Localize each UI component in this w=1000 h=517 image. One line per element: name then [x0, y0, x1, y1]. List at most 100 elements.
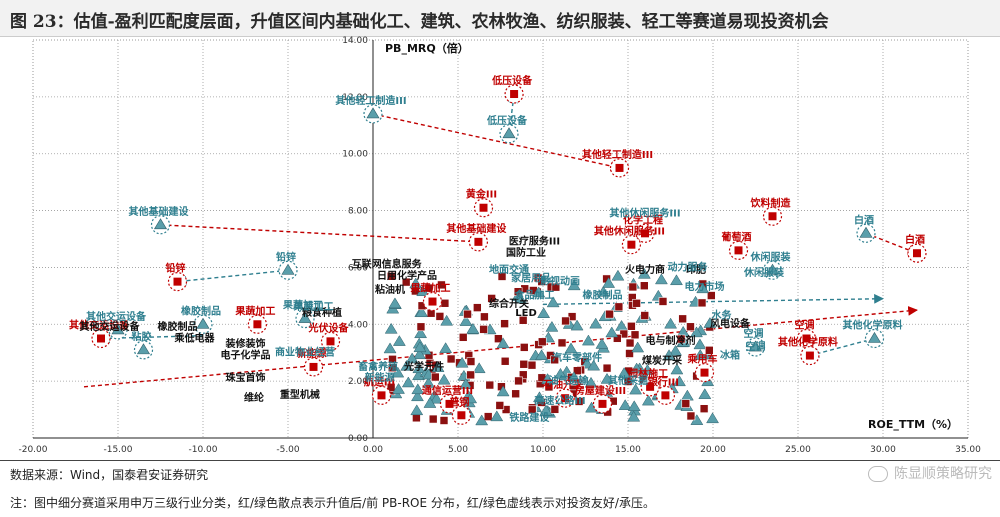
cluster-label: 商业物业经营 — [275, 346, 335, 359]
teal-point — [153, 218, 168, 230]
cluster-square — [386, 272, 396, 281]
cluster-label: 果蔬加工 — [293, 300, 334, 313]
cluster-triangle — [567, 371, 581, 383]
trend-arrow — [372, 113, 621, 171]
point-layer — [91, 84, 927, 426]
cluster-triangle — [539, 404, 553, 416]
x-tick-label: -10.00 — [188, 445, 217, 455]
point-label: 其他化学原料 — [778, 336, 838, 349]
red-point — [627, 240, 636, 249]
point-label: 其他交运设备 — [86, 310, 147, 323]
cluster-triangle — [464, 392, 478, 404]
cluster-square — [550, 355, 559, 365]
cluster-label: 其他交运设备 — [80, 320, 141, 333]
title-bar: 图 23：估值-盈利匹配度层面，升值区间内基础化工、建筑、农林牧渔、纺织服装、轻… — [0, 0, 1000, 37]
red-point — [253, 320, 262, 329]
cluster-square — [658, 297, 668, 306]
cluster-triangle — [670, 363, 684, 375]
cluster-square — [497, 272, 507, 281]
point-label: 其他化学原料 — [843, 319, 903, 332]
cluster-triangle — [537, 307, 551, 319]
teal-point — [502, 127, 516, 139]
cluster-label: 电子化学品 — [221, 348, 271, 361]
point-label: 果蔬加工 — [282, 299, 323, 312]
cluster-label: 互联网信息服务 — [352, 257, 423, 270]
y-tick-label: 12.00 — [342, 93, 368, 103]
point-label: 其他休闲服务III — [594, 225, 665, 238]
cluster-label: 畜禽养殖 — [358, 360, 398, 373]
point-label: 其他轻工制造III — [582, 148, 653, 161]
cluster-triangle — [437, 373, 451, 385]
cluster-triangle — [459, 315, 473, 326]
cluster-triangle — [611, 269, 625, 281]
red-point — [309, 362, 318, 371]
cluster-square — [527, 360, 537, 370]
cluster-square — [676, 334, 686, 344]
cluster-label: 电与制冷剂 — [646, 334, 696, 347]
cluster-label: 其他采掘 — [608, 374, 648, 387]
red-point — [457, 411, 466, 420]
point-label: 粘胶 — [132, 330, 152, 343]
cluster-triangle — [662, 349, 676, 360]
cluster-square — [551, 282, 561, 292]
plot-frame — [32, 39, 969, 439]
cluster-triangle — [641, 394, 655, 406]
x-tick-label: 20.00 — [700, 445, 726, 455]
cluster-triangle — [405, 352, 419, 364]
cluster-square — [625, 338, 635, 348]
teal-point — [111, 323, 125, 335]
cluster-triangle — [615, 319, 629, 331]
red-point — [700, 368, 709, 377]
cluster-label: 日用化学产品 — [377, 269, 437, 282]
cluster-triangle — [415, 306, 429, 318]
point-label: 空调 — [744, 327, 764, 340]
trend-arrow — [865, 232, 918, 255]
red-point — [474, 237, 483, 246]
cluster-square — [527, 405, 537, 415]
cluster-triangle — [496, 385, 510, 397]
cluster-square — [678, 314, 687, 324]
cluster-triangle — [618, 399, 632, 410]
point-label: 其他基础建设 — [446, 222, 506, 235]
cluster-square — [561, 316, 570, 326]
cluster-label: 粮食种植 — [302, 306, 342, 319]
red-point — [615, 163, 624, 172]
x-tick-label: 35.00 — [955, 445, 981, 455]
cluster-triangle — [696, 282, 710, 294]
cluster-triangle — [409, 277, 423, 289]
cluster-triangle — [392, 383, 405, 394]
x-tick-label: 30.00 — [870, 445, 896, 455]
cluster-square — [386, 383, 396, 392]
cluster-square — [697, 298, 707, 308]
cluster-label: 食品加工 — [514, 289, 555, 302]
cluster-square — [639, 281, 649, 291]
cluster-triangle — [439, 342, 453, 353]
point-label: 石油开采 — [542, 378, 583, 391]
point-label: 其他基础建设 — [129, 205, 189, 218]
cluster-square — [480, 312, 489, 322]
cluster-square — [574, 397, 584, 406]
cluster-triangle — [414, 327, 428, 339]
red-point — [641, 229, 649, 238]
x-tick-label: 0.00 — [363, 445, 383, 455]
point-label: 低压设备 — [486, 114, 528, 127]
x-tick-label: -20.00 — [18, 445, 47, 455]
red-point — [561, 394, 570, 403]
cluster-triangle — [535, 349, 549, 361]
cluster-triangle — [422, 376, 435, 388]
y-axis-title: PB_MRQ（倍） — [385, 41, 469, 55]
cluster-square — [699, 404, 709, 413]
cluster-triangle — [670, 274, 683, 286]
x-tick-label: 15.00 — [615, 445, 641, 455]
cluster-triangle — [416, 285, 430, 297]
cluster-triangle — [605, 326, 619, 338]
cluster-triangle — [617, 367, 631, 378]
point-label: 空调 — [795, 319, 815, 332]
cluster-square — [485, 380, 495, 390]
cluster-triangle — [581, 334, 595, 346]
red-point — [802, 334, 811, 343]
cluster-label: 重型机械 — [280, 388, 320, 401]
cluster-square — [511, 389, 520, 399]
trend-arrow — [176, 269, 289, 286]
red-point — [768, 212, 777, 221]
